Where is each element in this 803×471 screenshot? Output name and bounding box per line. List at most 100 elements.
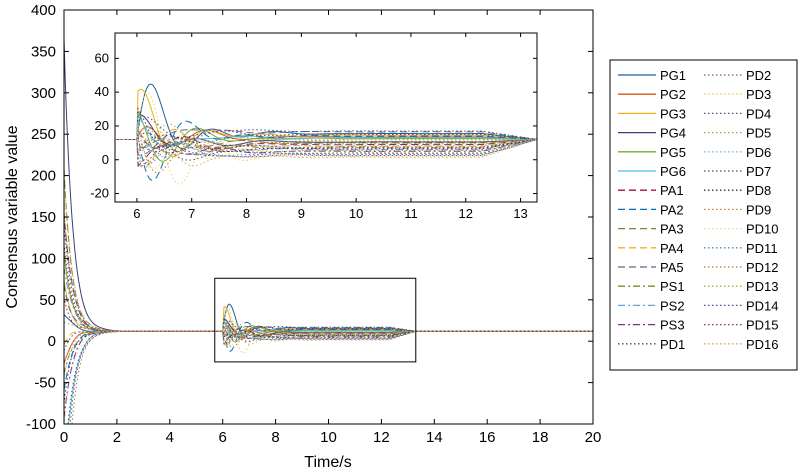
inset-series-pd16-line <box>115 129 538 167</box>
y-tick-label: 150 <box>31 209 56 226</box>
legend-label-pd3: PD3 <box>746 87 771 102</box>
series-pd11-line <box>63 212 593 345</box>
series-pd2-line <box>64 329 593 425</box>
y-tick-label: -50 <box>34 375 56 392</box>
legend-label-pg1: PG1 <box>660 68 686 83</box>
legend-label-pg4: PG4 <box>660 126 686 141</box>
inset-series-pd5-line <box>115 123 538 148</box>
legend-label-ps1: PS1 <box>660 279 685 294</box>
legend-label-pd5: PD5 <box>746 126 771 141</box>
y-tick-label: 250 <box>31 126 56 143</box>
series-pd10-line <box>63 325 593 425</box>
zoom-region-box <box>214 277 417 363</box>
series-ps1-line <box>63 330 593 375</box>
y-tick-label: 350 <box>31 43 56 60</box>
inset-series-pd9-line <box>115 126 538 174</box>
inset-series-lines <box>115 83 538 185</box>
legend-label-pa1: PA1 <box>660 183 684 198</box>
inset-background <box>115 33 537 202</box>
inset-y-tick-label: 60 <box>95 50 109 65</box>
inset-series-pa2-line <box>115 120 538 181</box>
y-tick-label: -100 <box>26 416 56 433</box>
inset-series-pd14-line <box>115 139 538 167</box>
legend-label-pg3: PG3 <box>660 106 686 121</box>
inset-y-tick-label: 40 <box>95 84 109 99</box>
legend: PG1 PG2 PG3 PG4 PG5 PG6 PA1 PA2 PA3 PA4 PA5 PS1 PS2 P… <box>609 59 798 371</box>
legend-label-pd10: PD10 <box>746 222 779 237</box>
legend-label-pd12: PD12 <box>746 260 779 275</box>
inset-x-tick-label: 9 <box>298 206 305 221</box>
inset-series-pd2-line <box>115 137 538 158</box>
x-tick-label: 20 <box>585 429 602 446</box>
x-tick-label: 4 <box>166 429 174 446</box>
x-tick-label: 18 <box>532 429 549 446</box>
inset-x-tick-label: 8 <box>243 206 250 221</box>
inset-x-tick-label: 6 <box>133 206 140 221</box>
main-plot-area: 0 2 4 6 8 10 12 14 16 18 20 4003503002502001501005… <box>26 2 601 446</box>
legend-label-pa4: PA4 <box>660 241 684 256</box>
inset-x-tick-label: 10 <box>349 206 363 221</box>
inset-series-pd11-line <box>115 139 538 166</box>
legend-label-pd6: PD6 <box>746 145 771 160</box>
legend-label-pa3: PA3 <box>660 222 684 237</box>
inset-x-tick-label: 11 <box>404 206 418 221</box>
y-tick-label: 0 <box>48 333 56 350</box>
series-pd8-line <box>63 330 593 404</box>
x-tick-label: 12 <box>373 429 390 446</box>
legend-label-pd11: PD11 <box>746 241 778 256</box>
series-pa1-line <box>63 212 593 337</box>
legend-items: PG1 PG2 PG3 PG4 PG5 PG6 PA1 PA2 PA3 PA4 PA5 PS1 PS2 P… <box>618 68 779 352</box>
series-pd1-line <box>63 222 593 342</box>
inset-series-pd12-line <box>115 138 537 164</box>
inset-series-pa4-line <box>115 129 538 169</box>
legend-label-pd15: PD15 <box>746 318 779 333</box>
inset-series-pg3-line <box>115 88 538 157</box>
legend-label-pa2: PA2 <box>660 202 684 217</box>
main-x-ticks: 0 2 4 6 8 10 12 14 16 18 20 <box>60 10 602 446</box>
series-pd15-line <box>63 296 593 338</box>
legend-label-pd16: PD16 <box>746 337 779 352</box>
inset-x-tick-label: 7 <box>188 206 195 221</box>
y-tick-label: 300 <box>31 85 56 102</box>
inset-series-pd6-line <box>115 128 538 158</box>
legend-label-pd9: PD9 <box>746 202 771 217</box>
legend-label-pd8: PD8 <box>746 183 771 198</box>
inset-x-tick-label: 12 <box>459 206 473 221</box>
inset-series-pd3-line <box>115 92 538 185</box>
inset-series-ps1-line <box>115 139 538 156</box>
series-pd12-line <box>64 330 593 425</box>
legend-label-pg5: PG5 <box>660 145 686 160</box>
legend-label-pd13: PD13 <box>746 279 779 294</box>
inset-series-pg1-line <box>115 83 538 150</box>
x-tick-label: 6 <box>219 429 227 446</box>
inset-series-pa5-line <box>115 129 538 156</box>
inset-x-ticks: 6 7 8 9 10 11 12 13 <box>133 33 528 221</box>
inset-axes-frame <box>114 32 538 203</box>
inset-y-tick-label: 20 <box>95 118 109 133</box>
y-tick-label: 200 <box>31 168 56 185</box>
legend-label-pd4: PD4 <box>746 106 771 121</box>
legend-label-pd2: PD2 <box>746 68 771 83</box>
inset-y-tick-label: -20 <box>90 186 109 201</box>
x-tick-label: 14 <box>426 429 443 446</box>
y-tick-label: 400 <box>31 2 56 19</box>
inset-series-pd8-line <box>115 139 538 153</box>
x-axis-label: Time/s <box>304 454 351 471</box>
legend-label-pa5: PA5 <box>660 260 684 275</box>
legend-label-pd1: PD1 <box>660 337 685 352</box>
inset-x-tick-label: 13 <box>513 206 527 221</box>
legend-label-ps2: PS2 <box>660 298 685 313</box>
inset-series-pd13-line <box>115 123 537 162</box>
inset-series-pa3-line <box>115 127 537 149</box>
inset-series-pd7-line <box>115 107 538 154</box>
y-tick-label: 50 <box>39 292 56 309</box>
x-tick-label: 8 <box>271 429 279 446</box>
x-tick-label: 16 <box>479 429 496 446</box>
legend-label-pd14: PD14 <box>746 298 779 313</box>
series-pd16-line <box>63 325 593 380</box>
x-tick-label: 0 <box>60 429 68 446</box>
inset-y-ticks: 60 40 20 0 -20 <box>90 50 537 201</box>
legend-label-pd7: PD7 <box>746 164 771 179</box>
inset-zoom-plot: 6 7 8 9 10 11 12 13 60 40 20 0 -20 <box>90 32 538 221</box>
